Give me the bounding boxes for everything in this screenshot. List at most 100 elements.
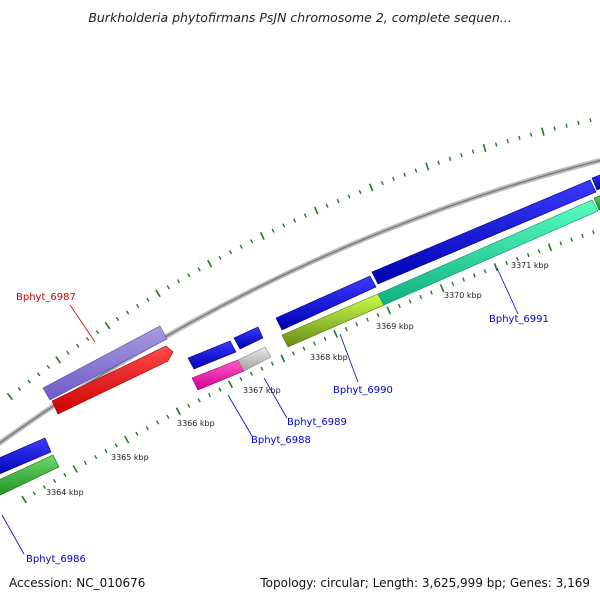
tick-mark (392, 176, 395, 181)
tick-mark (581, 233, 584, 239)
gene-label-bphyt-6986[interactable]: Bphyt_6986 (26, 554, 86, 565)
accession-text: Accession: NC_010676 (9, 576, 146, 590)
tick-mark (83, 460, 88, 466)
tick-mark (124, 435, 130, 444)
tick-mark (506, 139, 509, 144)
tick-mark (547, 243, 553, 252)
tick-mark (482, 143, 487, 153)
tick-mark (302, 346, 306, 351)
tick-mark (397, 303, 401, 308)
leader-bphyt-6986 (1, 514, 25, 555)
gene-bphyt-6990-forward[interactable] (275, 275, 377, 331)
tick-mark (55, 356, 62, 364)
tick-mark (63, 472, 67, 478)
tick-mark (197, 398, 201, 403)
tick-mark (136, 303, 140, 309)
tick-mark (471, 149, 475, 154)
tick-mark (114, 443, 118, 448)
gene-label-bphyt-6987[interactable]: Bphyt_6987 (16, 292, 76, 303)
tick-mark (145, 425, 149, 431)
tick-mark (197, 267, 201, 272)
tick-mark (76, 343, 80, 348)
tick-mark (85, 336, 90, 342)
tick-mark (208, 392, 212, 398)
tick-mark (414, 168, 418, 173)
gene-edge-reverse[interactable] (593, 192, 600, 211)
tick-mark (218, 255, 222, 260)
tick-mark (439, 284, 445, 293)
tick-mark (95, 330, 100, 335)
tick-mark (559, 241, 563, 246)
gene-bphyt-6986-reverse[interactable] (0, 454, 60, 500)
tick-mark (291, 351, 295, 356)
tick-mark (260, 366, 264, 371)
tick-mark (166, 414, 170, 419)
tick-mark (313, 341, 316, 346)
tick-label-3368: 3368 kbp (310, 353, 348, 362)
tick-mark (228, 250, 233, 255)
tick-mark (282, 223, 286, 228)
tick-mark (570, 237, 573, 242)
leader-bphyt-6991 (496, 267, 519, 315)
tick-mark (104, 449, 108, 454)
gene-edge-forward[interactable] (591, 171, 600, 191)
tick-mark (271, 228, 275, 233)
tick-mark (259, 232, 265, 240)
tick-label-3364: 3364 kbp (46, 488, 84, 497)
tick-label-3366: 3366 kbp (177, 419, 215, 428)
backbone-line-shadow (0, 159, 600, 444)
tick-mark (408, 299, 412, 304)
tick-mark (249, 371, 253, 376)
tick-mark (156, 420, 160, 425)
tick-mark (493, 263, 499, 272)
gene-bphyt-6988-forward[interactable] (187, 340, 237, 370)
gene-bphyt-6991-reverse[interactable] (377, 199, 599, 306)
gene-bphyt-6987-reverse[interactable] (51, 345, 174, 415)
tick-label-3370: 3370 kbp (444, 291, 482, 300)
gene-label-bphyt-6990[interactable]: Bphyt_6990 (333, 385, 393, 396)
tick-mark (270, 361, 274, 366)
map-title: Burkholderia phytofirmans PsJN chromosom… (88, 10, 511, 25)
tick-mark (115, 316, 120, 321)
tick-mark (451, 281, 455, 286)
tick-mark (32, 491, 36, 496)
tick-mark (516, 256, 519, 262)
tick-mark (380, 180, 384, 186)
tick-mark (239, 376, 243, 382)
tick-mark (577, 120, 580, 125)
tick-mark (541, 127, 545, 136)
tick-mark (537, 248, 541, 254)
gene-bphyt-6987[interactable] (42, 325, 168, 401)
gene-label-bphyt-6989[interactable]: Bphyt_6989 (287, 417, 347, 428)
tick-mark (36, 372, 41, 377)
tick-mark (72, 465, 78, 473)
inner-tick-ring (21, 230, 595, 504)
tick-mark (565, 123, 568, 128)
tick-mark (6, 392, 14, 401)
tick-mark (94, 454, 98, 460)
gene-bphyt-6989-reverse[interactable] (237, 346, 272, 372)
tick-mark (505, 260, 509, 266)
gene-bphyt-6989-forward[interactable] (233, 326, 264, 350)
tick-mark (368, 183, 374, 192)
gene-label-bphyt-6988[interactable]: Bphyt_6988 (251, 435, 311, 446)
backbone-line (0, 157, 600, 446)
tick-mark (529, 132, 533, 137)
gene-bphyt-6986-forward[interactable] (0, 437, 52, 478)
tick-label-3369: 3369 kbp (376, 322, 414, 331)
tick-mark (146, 297, 150, 302)
tick-mark (325, 203, 329, 208)
gene-bphyt-6991-forward[interactable] (371, 179, 597, 285)
tick-mark (336, 198, 340, 204)
tick-mark (27, 379, 31, 384)
tick-mark (347, 194, 351, 199)
tick-mark (239, 244, 243, 249)
tick-mark (518, 135, 521, 140)
tick-mark (419, 294, 423, 300)
tick-mark (53, 478, 57, 484)
tick-mark (358, 189, 362, 195)
gene-label-bphyt-6991[interactable]: Bphyt_6991 (489, 314, 549, 325)
tick-label-3367: 3367 kbp (243, 386, 281, 395)
tick-mark (430, 290, 433, 295)
